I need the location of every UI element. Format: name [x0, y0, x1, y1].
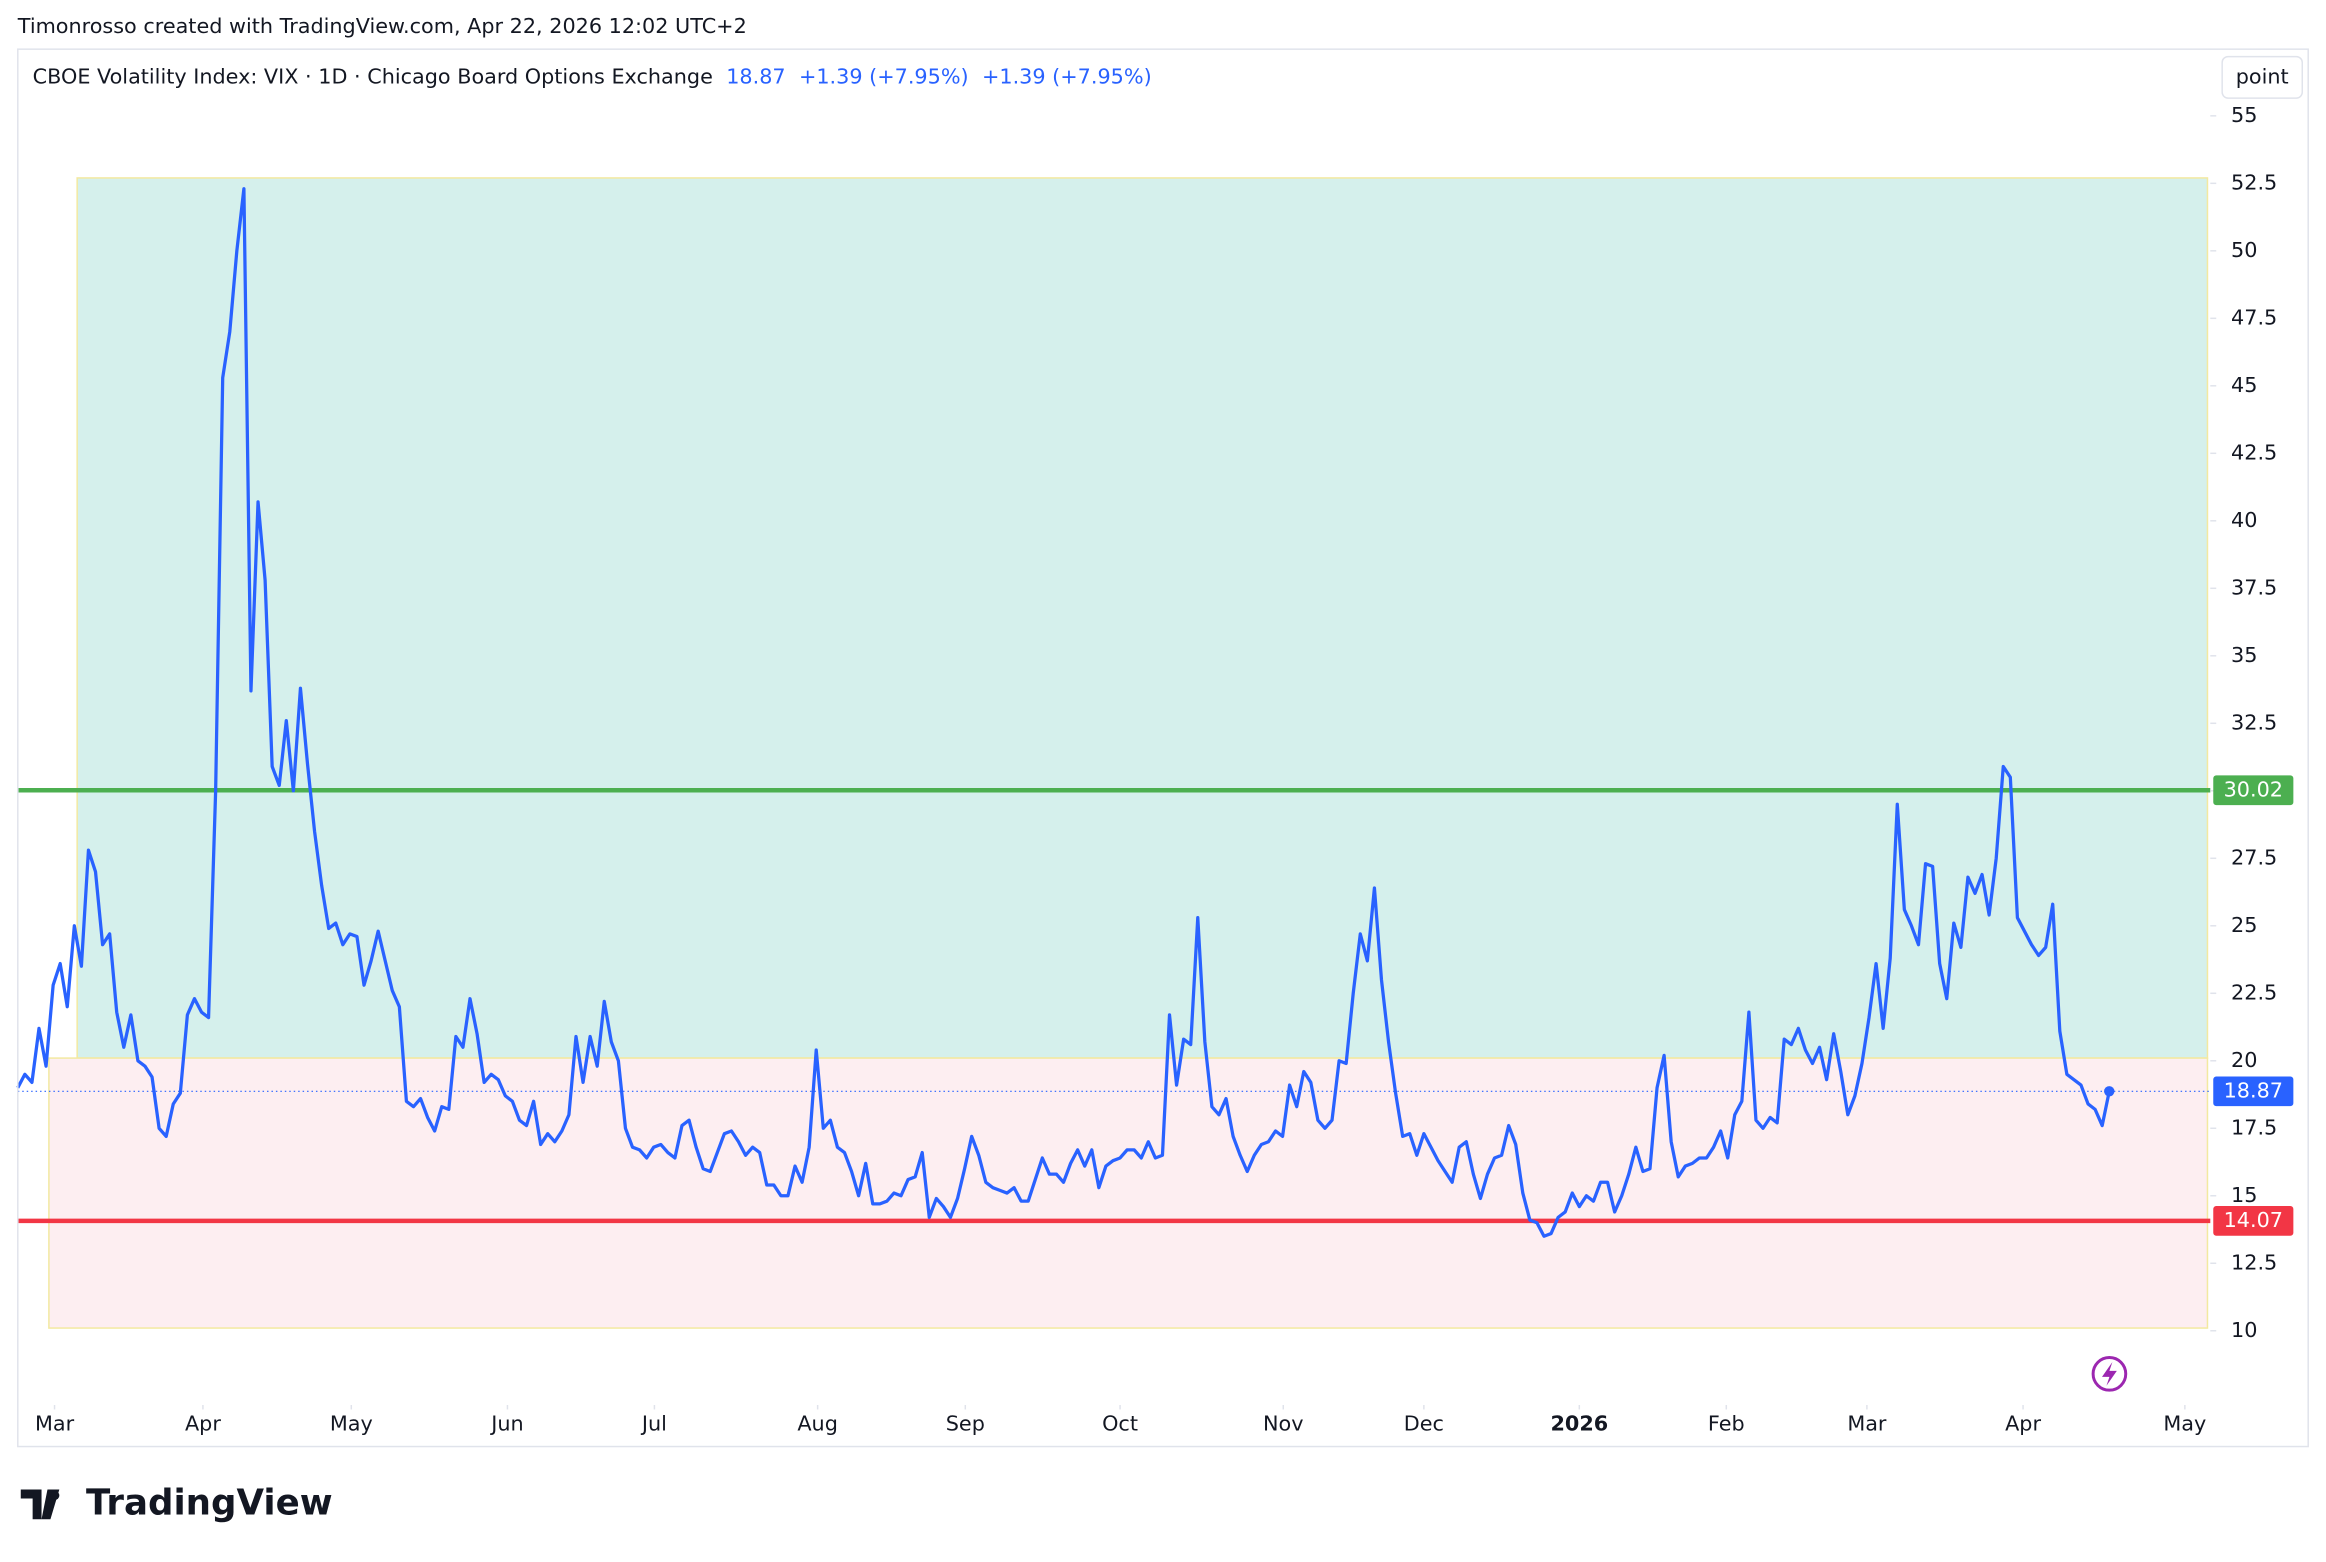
x-tick-label: Jun: [489, 1411, 523, 1435]
brand-logo: [20, 1489, 60, 1520]
x-tick-label: Mar: [35, 1411, 75, 1435]
y-tick-label: 32.5: [2231, 710, 2277, 734]
x-tick-label: 2026: [1550, 1411, 1608, 1435]
y-tick-label: 47.5: [2231, 305, 2277, 329]
header: Timonrosso created with TradingView.com,…: [17, 14, 747, 38]
y-tick-label: 37.5: [2231, 575, 2277, 599]
y-tick-label: 25: [2231, 913, 2257, 937]
x-tick-label: Feb: [1708, 1411, 1745, 1435]
x-tick-label: Nov: [1263, 1411, 1304, 1435]
legend-change: +1.39 (+7.95%): [982, 64, 1152, 88]
plot-area: [16, 177, 2211, 1329]
y-tick-label: 12.5: [2231, 1250, 2277, 1274]
frame: [17, 48, 2309, 1448]
y-tick-label: 10: [2231, 1318, 2257, 1342]
level-label: 30.02: [2224, 777, 2283, 801]
x-tick-label: Aug: [797, 1411, 838, 1435]
y-tick-label: 42.5: [2231, 440, 2277, 464]
unit-button-label[interactable]: point: [2236, 64, 2289, 88]
lightning-icon[interactable]: [2091, 1356, 2128, 1392]
x-tick-label: Apr: [185, 1411, 221, 1435]
y-tick-label: 55: [2231, 103, 2257, 127]
y-tick-label: 17.5: [2231, 1115, 2277, 1139]
last-price-box: [2213, 1076, 2294, 1107]
unit-button[interactable]: [2221, 55, 2304, 99]
y-tick-label: 22.5: [2231, 980, 2277, 1004]
y-tick-label: 27.5: [2231, 845, 2277, 869]
y-tick-label: 40: [2231, 508, 2257, 532]
price-zone: [48, 1057, 2209, 1329]
y-tick-label: 35: [2231, 643, 2257, 667]
x-tick-label: Jul: [640, 1411, 667, 1435]
last-point: [2104, 1086, 2115, 1097]
y-tick-label: 45: [2231, 373, 2257, 397]
legend: CBOE Volatility Index: VIX · 1D · Chicag…: [33, 64, 1152, 88]
y-tick-label: 20: [2231, 1048, 2257, 1072]
y-tick-label: 50: [2231, 238, 2257, 262]
x-tick-label: Sep: [946, 1411, 985, 1435]
x-tick-label: Oct: [1102, 1411, 1138, 1435]
legend-last: 18.87: [726, 64, 785, 88]
legend-change: +1.39 (+7.95%): [799, 64, 969, 88]
level-label-box: [2213, 1206, 2294, 1236]
y-tick-label: 52.5: [2231, 170, 2277, 194]
level-label-box: [2213, 775, 2294, 806]
level-label: 14.07: [2224, 1208, 2283, 1232]
x-tick-label: Mar: [1847, 1411, 1887, 1435]
price-line: [16, 187, 2111, 1238]
x-tick-label: May: [330, 1411, 373, 1435]
legend-symbol: CBOE Volatility Index: VIX · 1D · Chicag…: [33, 64, 713, 88]
x-tick-label: Apr: [2005, 1411, 2041, 1435]
brand: TradingView: [86, 1482, 333, 1523]
y-tick-label: 15: [2231, 1183, 2257, 1207]
x-tick-label: May: [2163, 1411, 2206, 1435]
price-zone: [76, 177, 2209, 1059]
x-tick-label: Dec: [1404, 1411, 1444, 1435]
last-price-label: 18.87: [2224, 1078, 2283, 1102]
